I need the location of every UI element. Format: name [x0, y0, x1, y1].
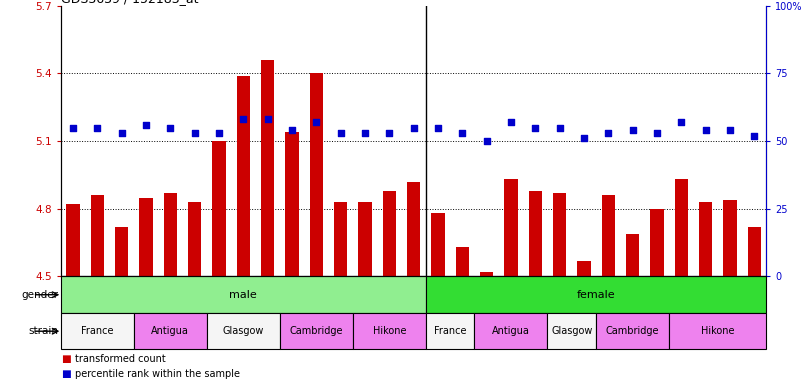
Point [334, 130, 347, 136]
Bar [207, 313, 280, 349]
Bar [310, 73, 323, 276]
Text: France: France [81, 326, 114, 336]
Point [699, 127, 712, 133]
Text: transformed count: transformed count [75, 354, 166, 364]
Point [358, 130, 371, 136]
Point [553, 124, 566, 131]
Point [212, 130, 225, 136]
Bar [723, 200, 736, 276]
Bar [91, 195, 104, 276]
Text: percentile rank within the sample: percentile rank within the sample [75, 369, 240, 379]
Bar [407, 182, 420, 276]
Text: Glasgow: Glasgow [222, 326, 264, 336]
Point [529, 124, 542, 131]
Bar [431, 213, 444, 276]
Bar [285, 132, 298, 276]
Point [67, 124, 79, 131]
Bar [602, 195, 615, 276]
Text: Hikone: Hikone [701, 326, 735, 336]
Text: Glasgow: Glasgow [551, 326, 593, 336]
Bar [61, 276, 426, 313]
Bar [474, 313, 547, 349]
Point [115, 130, 128, 136]
Point [504, 119, 517, 125]
Bar [134, 313, 207, 349]
Text: Cambridge: Cambridge [606, 326, 659, 336]
Bar [699, 202, 712, 276]
Bar [426, 276, 766, 313]
Bar [480, 272, 493, 276]
Bar [212, 141, 225, 276]
Point [577, 135, 590, 141]
Bar [596, 313, 669, 349]
Bar [553, 193, 566, 276]
Point [285, 127, 298, 133]
Point [188, 130, 201, 136]
Point [723, 127, 736, 133]
Bar [675, 179, 688, 276]
Text: strain: strain [28, 326, 58, 336]
Point [91, 124, 104, 131]
Bar [426, 313, 474, 349]
Point [383, 130, 396, 136]
Bar [456, 247, 469, 276]
Text: Cambridge: Cambridge [290, 326, 343, 336]
Bar [358, 202, 371, 276]
Bar [547, 313, 596, 349]
Text: ■: ■ [61, 369, 71, 379]
Bar [353, 313, 426, 349]
Bar [280, 313, 353, 349]
Bar [61, 313, 134, 349]
Bar [529, 191, 542, 276]
Point [675, 119, 688, 125]
Bar [383, 191, 396, 276]
Bar [748, 227, 761, 276]
Bar [504, 179, 517, 276]
Bar [669, 313, 766, 349]
Point [164, 124, 177, 131]
Bar [164, 193, 177, 276]
Point [407, 124, 420, 131]
Bar [650, 209, 663, 276]
Point [456, 130, 469, 136]
Point [310, 119, 323, 125]
Point [748, 132, 761, 139]
Text: GDS3639 / 152183_at: GDS3639 / 152183_at [61, 0, 199, 5]
Bar [334, 202, 347, 276]
Bar [626, 233, 639, 276]
Text: gender: gender [21, 290, 58, 300]
Bar [139, 197, 152, 276]
Text: female: female [577, 290, 616, 300]
Point [480, 138, 493, 144]
Bar [67, 204, 79, 276]
Point [139, 122, 152, 128]
Bar [115, 227, 128, 276]
Bar [188, 202, 201, 276]
Text: France: France [434, 326, 466, 336]
Point [237, 116, 250, 122]
Point [261, 116, 274, 122]
Bar [237, 76, 250, 276]
Text: ■: ■ [61, 354, 71, 364]
Text: Hikone: Hikone [372, 326, 406, 336]
Text: Antigua: Antigua [492, 326, 530, 336]
Point [602, 130, 615, 136]
Point [431, 124, 444, 131]
Bar [577, 261, 590, 276]
Bar [261, 60, 274, 276]
Text: Antigua: Antigua [152, 326, 189, 336]
Point [650, 130, 663, 136]
Point [626, 127, 639, 133]
Text: male: male [230, 290, 257, 300]
